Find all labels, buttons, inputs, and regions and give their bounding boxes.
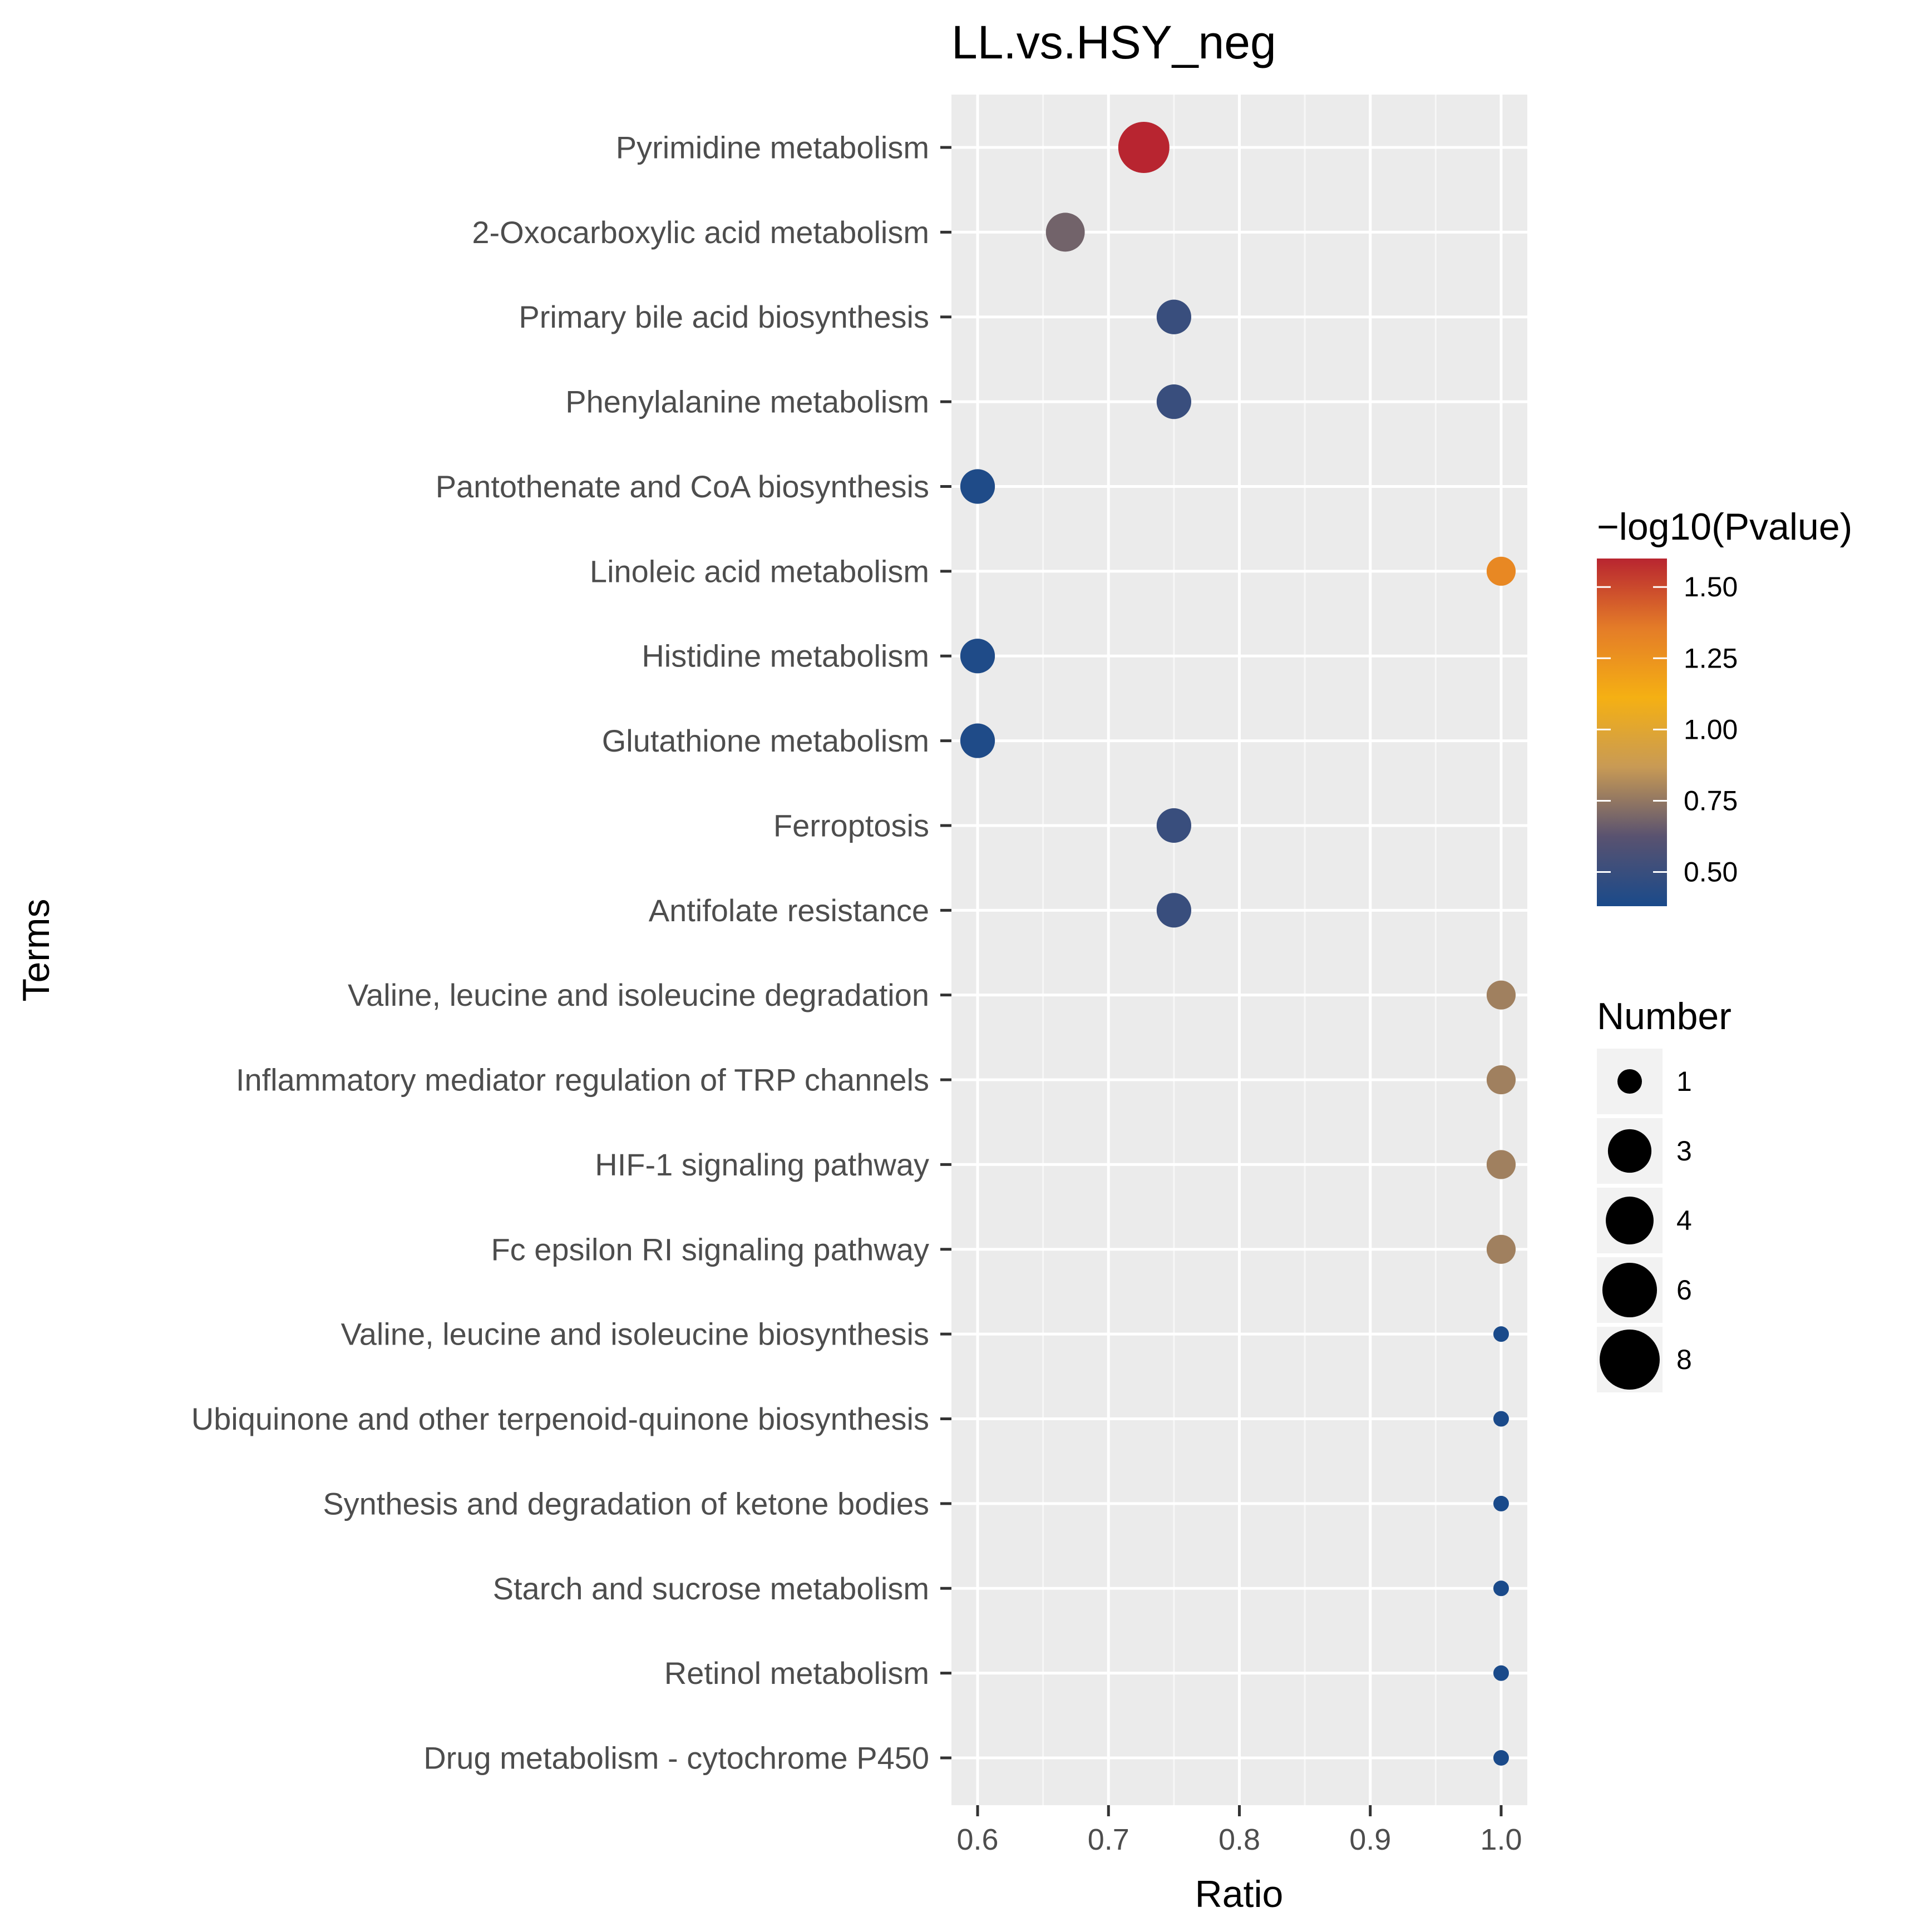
term-label: Glutathione metabolism [602,723,929,758]
data-point [1486,1234,1516,1264]
term-label: Starch and sucrose metabolism [493,1571,929,1606]
data-point [1156,384,1191,419]
size-legend-label: 8 [1676,1344,1692,1375]
size-legend-dot [1617,1069,1642,1094]
size-legend-keys: 1 3 4 6 8 [1597,1049,1692,1392]
x-tick-label: 0.9 [1349,1823,1391,1856]
term-label: Histidine metabolism [642,639,929,674]
data-point [1486,556,1516,586]
data-point [1156,808,1191,843]
data-point [960,723,995,758]
data-point [1486,1150,1516,1179]
color-bar-tick-label: 1.50 [1684,571,1738,602]
data-point [1493,1580,1509,1597]
x-tick-label: 1.0 [1480,1823,1522,1856]
term-label: Phenylalanine metabolism [565,384,929,419]
color-bar-tick-label: 0.75 [1684,785,1738,816]
term-label: Valine, leucine and isoleucine degradati… [348,977,929,1012]
size-legend-label: 3 [1676,1135,1692,1167]
size-legend-dot [1600,1330,1660,1390]
term-label: Pyrimidine metabolism [616,130,929,165]
term-label: Fc epsilon RI signaling pathway [491,1232,929,1267]
x-tick-label: 0.8 [1219,1823,1260,1856]
size-legend-dot [1602,1262,1658,1318]
data-points [960,122,1516,1766]
term-label: Linoleic acid metabolism [590,554,929,589]
size-legend-title: Number [1597,995,1732,1037]
size-legend-label: 4 [1676,1205,1692,1236]
color-bar-tick-label: 0.50 [1684,857,1738,888]
color-bar-tick-label: 1.25 [1684,643,1738,674]
data-point [1045,213,1085,252]
data-point [1156,893,1191,928]
data-point [1493,1411,1509,1427]
y-axis-title: Terms [15,898,57,1001]
data-point [1118,122,1170,173]
x-tick-label: 0.6 [957,1823,999,1856]
term-label: Ubiquinone and other terpenoid-quinone b… [191,1401,929,1436]
term-label: Retinol metabolism [664,1656,929,1691]
y-axis: Pyrimidine metabolism 2-Oxocarboxylic aci… [191,130,951,1776]
term-label: Inflammatory mediator regulation of TRP … [236,1063,929,1098]
size-legend-dot [1607,1129,1652,1173]
term-label: Primary bile acid biosynthesis [519,299,929,334]
color-bar [1597,559,1667,906]
x-axis-title: Ratio [1195,1873,1284,1915]
size-legend: Number 1 3 4 6 8 [1597,995,1732,1392]
term-label: HIF-1 signaling pathway [595,1147,929,1182]
size-legend-label: 1 [1676,1066,1692,1097]
term-label: Synthesis and degradation of ketone bodi… [323,1486,929,1521]
color-bar-tick-label: 1.00 [1684,714,1738,745]
grid-lines [951,95,1527,1805]
size-legend-dot [1606,1197,1654,1244]
data-point [1156,299,1191,334]
data-point [1486,980,1516,1010]
color-legend: −log10(Pvalue) 1.50 1.25 1.00 0.75 0.50 [1597,506,1852,906]
data-point [1486,1065,1516,1095]
term-label: Pantothenate and CoA biosynthesis [436,469,929,504]
term-label: 2-Oxocarboxylic acid metabolism [472,215,929,250]
data-point [960,639,995,674]
color-bar-ticks: 1.50 1.25 1.00 0.75 0.50 [1597,571,1738,888]
x-tick-label: 0.7 [1088,1823,1129,1856]
term-label: Antifolate resistance [649,893,929,928]
term-label: Ferroptosis [773,808,929,843]
term-label: Drug metabolism - cytochrome P450 [423,1741,929,1776]
data-point [1493,1750,1509,1766]
x-axis: 0.6 0.7 0.8 0.9 1.0 [957,1805,1522,1856]
size-legend-label: 6 [1676,1274,1692,1306]
data-point [1493,1665,1509,1681]
data-point [960,469,995,504]
term-label: Valine, leucine and isoleucine biosynthe… [341,1317,929,1352]
color-legend-title: −log10(Pvalue) [1597,506,1852,548]
chart-title: LL.vs.HSY_neg [951,16,1276,68]
data-point [1493,1326,1509,1342]
data-point [1493,1495,1509,1511]
